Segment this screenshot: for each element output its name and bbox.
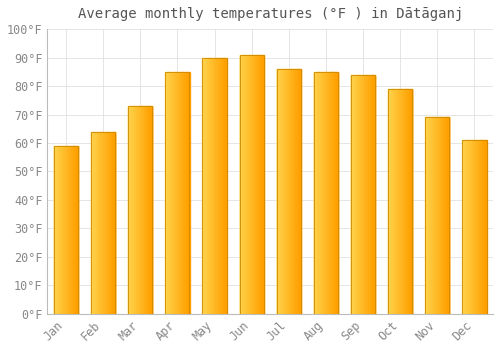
Title: Average monthly temperatures (°F ) in Dātāganj: Average monthly temperatures (°F ) in Dā… — [78, 7, 463, 21]
Bar — [202, 57, 226, 314]
Bar — [426, 117, 450, 314]
Bar — [166, 72, 190, 314]
Bar — [462, 140, 486, 314]
Bar — [276, 69, 301, 314]
Bar — [314, 72, 338, 314]
Bar — [240, 55, 264, 314]
Bar — [54, 146, 78, 314]
Bar — [388, 89, 412, 314]
Bar — [351, 75, 375, 314]
Bar — [91, 132, 115, 314]
Bar — [128, 106, 152, 314]
